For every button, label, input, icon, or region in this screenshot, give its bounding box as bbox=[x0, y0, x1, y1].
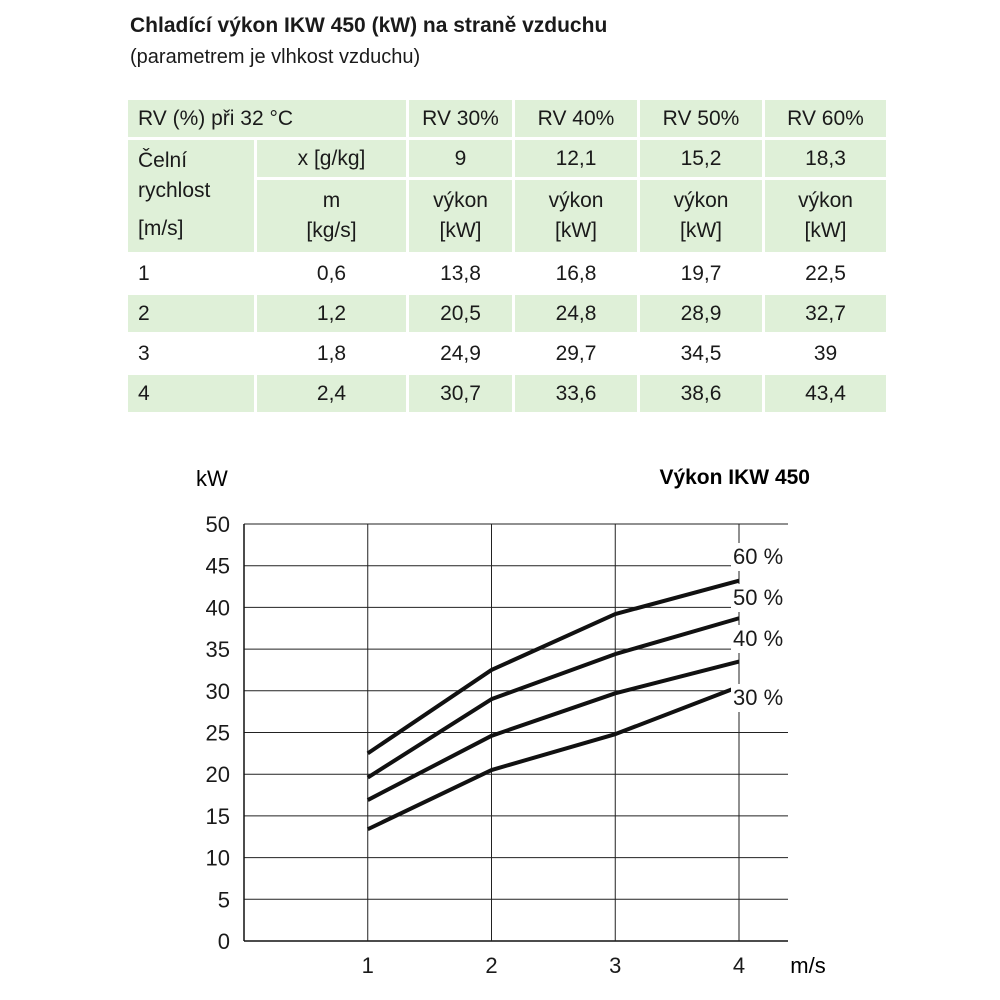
table-cell: 29,7 bbox=[512, 332, 637, 372]
vykon-cell: výkon [kW] bbox=[637, 177, 762, 252]
y-tick-label: 15 bbox=[206, 804, 230, 829]
table-cell: 24,9 bbox=[406, 332, 512, 372]
header-cell-rv60: RV 60% bbox=[762, 100, 886, 137]
x-tick-label: 1 bbox=[362, 953, 374, 978]
table-cell: 2 bbox=[128, 292, 254, 332]
table-cell: 38,6 bbox=[637, 372, 762, 412]
series-line bbox=[366, 684, 740, 832]
kw-label: [kW] bbox=[680, 219, 722, 242]
series-line bbox=[366, 616, 740, 780]
table-cell: 20,5 bbox=[406, 292, 512, 332]
header-cell-rv: RV (%) při 32 °C bbox=[128, 100, 406, 137]
y-tick-label: 50 bbox=[206, 512, 230, 537]
x-tick-label: 4 bbox=[733, 953, 745, 978]
table-cell: 1,8 bbox=[254, 332, 406, 372]
m-label: m bbox=[322, 189, 341, 212]
x-label-cell: x [g/kg] bbox=[254, 137, 406, 177]
performance-table: RV (%) při 32 °C RV 30% RV 40% RV 50% RV… bbox=[128, 100, 886, 412]
table-cell: 3 bbox=[128, 332, 254, 372]
vykon-label: výkon bbox=[673, 189, 729, 212]
table-row: 2 1,2 20,5 24,8 28,9 32,7 bbox=[128, 292, 886, 332]
y-tick-label: 30 bbox=[206, 679, 230, 704]
m-unit-cell: m [kg/s] bbox=[254, 177, 406, 252]
table-cell: 34,5 bbox=[637, 332, 762, 372]
series-label: 60 % bbox=[733, 544, 783, 569]
table-cell: 28,9 bbox=[637, 292, 762, 332]
table-cell: 30,7 bbox=[406, 372, 512, 412]
celni-label: Čelní bbox=[138, 149, 188, 172]
x-axis-label: m/s bbox=[790, 953, 825, 978]
series-label-background bbox=[731, 684, 789, 712]
series-lines: 30 % 40 % 50 % 60 % bbox=[366, 543, 789, 832]
vykon-label: výkon bbox=[798, 189, 853, 212]
x-tick-label: 3 bbox=[609, 953, 621, 978]
series-label: 40 % bbox=[733, 626, 783, 651]
table-cell: 33,6 bbox=[512, 372, 637, 412]
performance-line-chart: kW Výkon IKW 450 m/s 0 5 10 15 20 25 30 35 40 45 5… bbox=[196, 466, 826, 978]
kw-label: [kW] bbox=[439, 219, 482, 242]
y-tick-label: 40 bbox=[206, 595, 230, 620]
table-x-row: Čelní rychlost [m/s] x [g/kg] 9 12,1 15,… bbox=[128, 137, 886, 252]
kw-label: [kW] bbox=[555, 219, 597, 242]
y-tick-label: 45 bbox=[206, 554, 230, 579]
series-label-background bbox=[731, 625, 789, 653]
page-subtitle: (parametrem je vlhkost vzduchu) bbox=[130, 46, 421, 68]
x-value-cell: 15,2 bbox=[637, 137, 762, 177]
table-row: 4 2,4 30,7 33,6 38,6 43,4 bbox=[128, 372, 886, 412]
table-cell: 1,2 bbox=[254, 292, 406, 332]
rychlost-label: rychlost bbox=[138, 179, 211, 202]
table-cell: 1 bbox=[128, 252, 254, 292]
series-line bbox=[366, 659, 740, 802]
header-cell-rv30: RV 30% bbox=[406, 100, 512, 137]
table-cell: 32,7 bbox=[762, 292, 886, 332]
vykon-cell: výkon [kW] bbox=[512, 177, 637, 252]
table-cell: 4 bbox=[128, 372, 254, 412]
table-cell: 19,7 bbox=[637, 252, 762, 292]
y-tick-label: 20 bbox=[206, 762, 230, 787]
series-label-background bbox=[731, 543, 789, 571]
table-cell: 43,4 bbox=[762, 372, 886, 412]
vykon-cell: výkon [kW] bbox=[406, 177, 512, 252]
series-line bbox=[366, 578, 740, 756]
kgs-label: [kg/s] bbox=[306, 219, 357, 242]
table-cell: 2,4 bbox=[254, 372, 406, 412]
x-value-cell: 18,3 bbox=[762, 137, 886, 177]
page-title: Chladící výkon IKW 450 (kW) na straně vz… bbox=[130, 14, 608, 37]
series-label: 50 % bbox=[733, 585, 783, 610]
table-header-row: RV (%) při 32 °C RV 30% RV 40% RV 50% RV… bbox=[128, 100, 886, 137]
table-cell: 0,6 bbox=[254, 252, 406, 292]
chart-title: Výkon IKW 450 bbox=[659, 466, 810, 489]
table-unit-row: m [kg/s] výkon [kW] výkon [kW] výkon [kW… bbox=[128, 177, 886, 252]
y-tick-label: 0 bbox=[218, 929, 230, 954]
kw-label: [kW] bbox=[804, 219, 847, 242]
unit-ms-label: [m/s] bbox=[138, 217, 184, 240]
vykon-label: výkon bbox=[433, 189, 488, 212]
series-label-background bbox=[731, 584, 789, 612]
header-cell-rv40: RV 40% bbox=[512, 100, 637, 137]
table-cell: 13,8 bbox=[406, 252, 512, 292]
vykon-cell: výkon [kW] bbox=[762, 177, 886, 252]
x-value-cell: 12,1 bbox=[512, 137, 637, 177]
y-tick-label: 5 bbox=[218, 887, 230, 912]
x-tick-label: 2 bbox=[485, 953, 497, 978]
table-cell: 39 bbox=[762, 332, 886, 372]
grid bbox=[243, 523, 788, 942]
table-row: 3 1,8 24,9 29,7 34,5 39 bbox=[128, 332, 886, 372]
table-cell: 24,8 bbox=[512, 292, 637, 332]
series-label: 30 % bbox=[733, 685, 783, 710]
y-tick-label: 10 bbox=[206, 846, 230, 871]
x-value-cell: 9 bbox=[406, 137, 512, 177]
y-tick-label: 35 bbox=[206, 637, 230, 662]
table-cell: 16,8 bbox=[512, 252, 637, 292]
celni-rychlost-cell: Čelní rychlost [m/s] bbox=[128, 137, 254, 252]
y-axis-label: kW bbox=[196, 466, 228, 491]
axis-ticks: 0 5 10 15 20 25 30 35 40 45 50 1 2 3 4 bbox=[206, 512, 746, 978]
table-cell: 22,5 bbox=[762, 252, 886, 292]
y-tick-label: 25 bbox=[206, 721, 230, 746]
header-cell-rv50: RV 50% bbox=[637, 100, 762, 137]
table-row: 1 0,6 13,8 16,8 19,7 22,5 bbox=[128, 252, 886, 292]
vykon-label: výkon bbox=[548, 189, 604, 212]
